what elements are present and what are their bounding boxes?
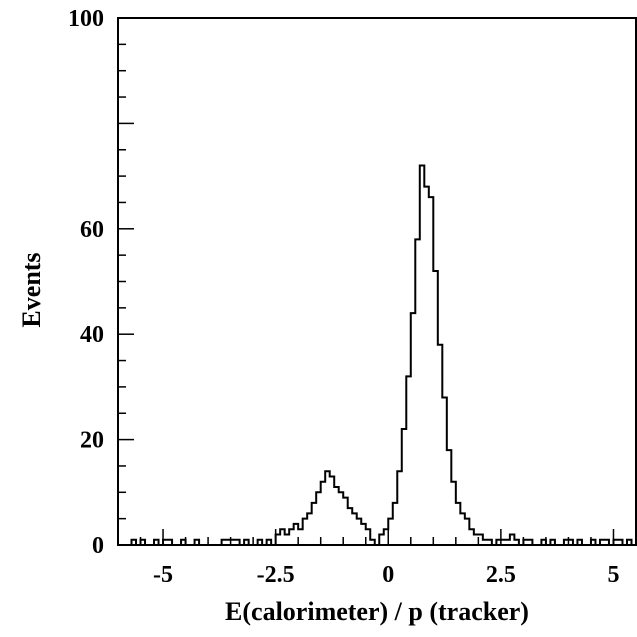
x-tick-label: 5 xyxy=(607,562,619,588)
y-tick-label: 20 xyxy=(80,428,104,454)
x-tick-label: -2.5 xyxy=(257,562,295,588)
x-axis-title: E(calorimeter) / p (tracker) xyxy=(225,597,529,626)
y-axis-title: Events xyxy=(17,252,46,327)
y-tick-label: 100 xyxy=(68,6,104,32)
y-tick-label: 60 xyxy=(80,217,104,243)
axis-ticks xyxy=(117,17,637,546)
y-tick-label: 40 xyxy=(80,322,104,348)
histogram-series-line xyxy=(118,164,636,546)
plot-frame xyxy=(117,17,637,546)
x-tick-label: -5 xyxy=(153,562,173,588)
x-tick-label: 0 xyxy=(382,562,394,588)
x-tick-label: 2.5 xyxy=(486,562,516,588)
y-tick-label: 0 xyxy=(92,533,104,559)
tick-labels: 0 20 40 60 100 -5 -2.5 0 2.5 5 xyxy=(68,6,619,588)
